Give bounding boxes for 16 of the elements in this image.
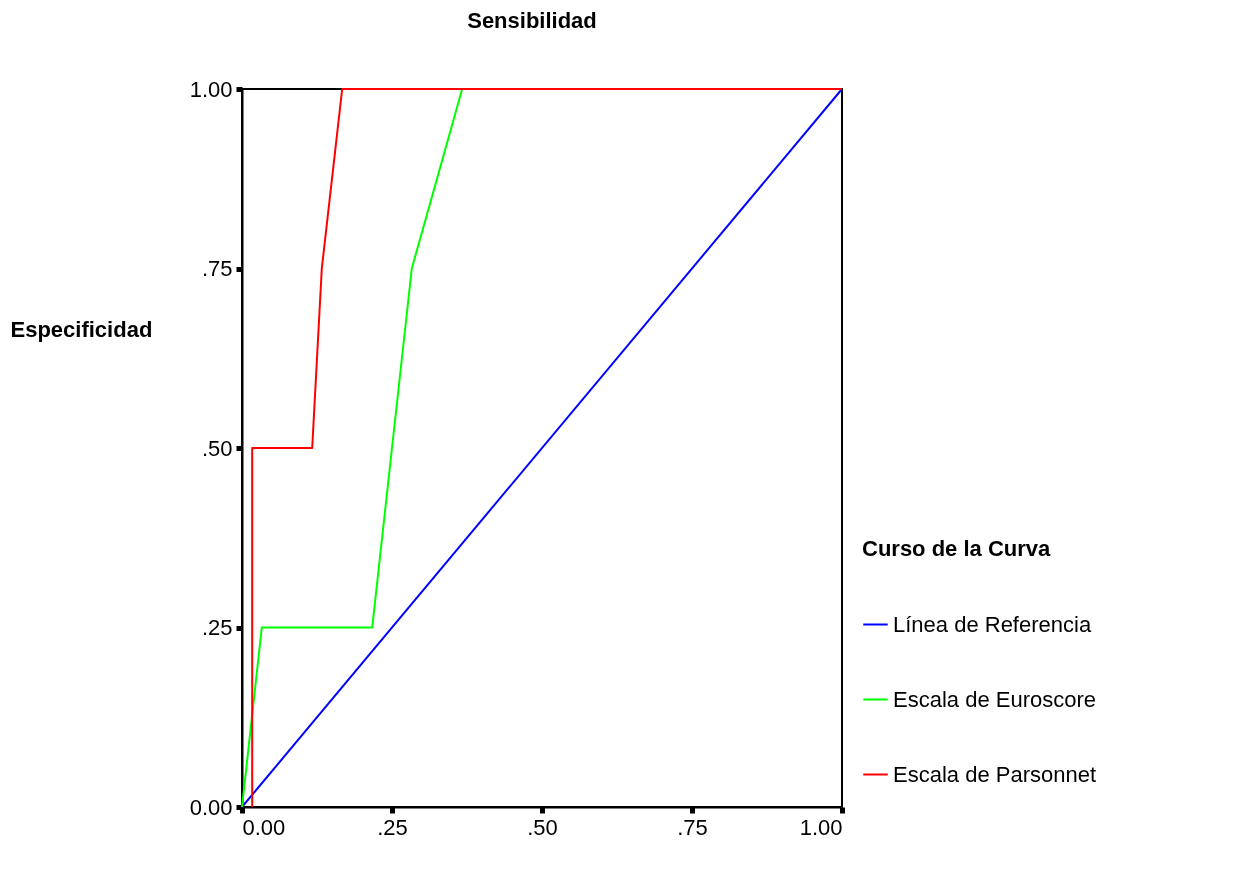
legend-title: Curso de la Curva (862, 536, 1052, 561)
x-tick-label: .75 (677, 814, 708, 840)
y-axis-title: Especificidad (10, 316, 153, 342)
y-tick-label: .25 (201, 615, 233, 640)
legend-label: Línea de Referencia (893, 611, 1092, 637)
legend-label: Escala de Parsonnet (893, 761, 1097, 787)
y-tick-label: 1.00 (189, 76, 233, 102)
x-tick-label: .25 (377, 814, 408, 840)
y-tick-label: .50 (201, 435, 233, 461)
chart-title: Sensibilidad (467, 8, 597, 33)
legend-label: Escala de Euroscore (893, 686, 1096, 712)
x-tick-label: 1.00 (799, 814, 843, 840)
y-tick-label: .75 (201, 256, 233, 281)
x-tick-label: .50 (527, 814, 558, 840)
y-tick-label: 0.00 (189, 794, 233, 820)
x-tick-label: 0.00 (242, 814, 286, 840)
